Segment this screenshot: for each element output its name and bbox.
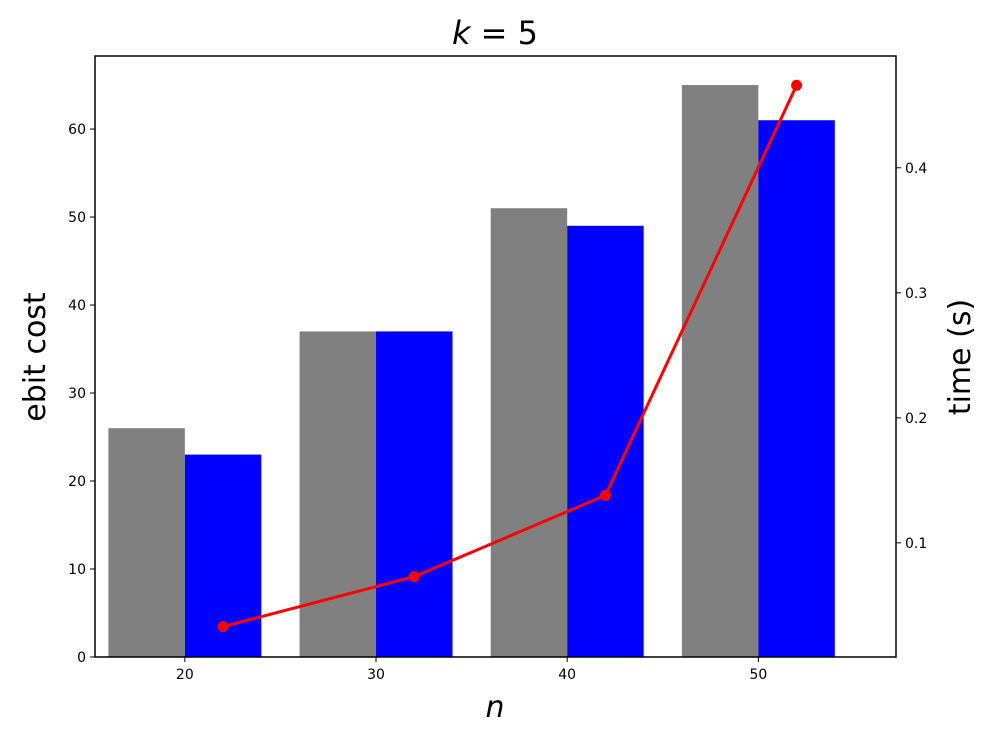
ticks-layer: 20 30 40 50 0 10 20 30 40 50 60 0.1 0.2 0.3 0.4 [68, 122, 927, 683]
title-value: 5 [518, 14, 538, 52]
plot-frame [94, 55, 897, 658]
y-left-tick-label-50: 50 [68, 210, 86, 226]
x-tick-label-20: 20 [176, 667, 194, 683]
y-left-tick-label-40: 40 [68, 298, 86, 314]
y-left-tick-label-30: 30 [68, 386, 86, 402]
y-left-tick-label-0: 0 [77, 650, 86, 666]
time-point-4 [791, 79, 803, 91]
y-axis-label-right: time (s) [943, 299, 978, 415]
y-left-tick-label-20: 20 [68, 474, 86, 490]
line-layer [217, 79, 803, 633]
title-equals: = [471, 14, 518, 52]
x-tick-label-50: 50 [749, 667, 767, 683]
time-point-1 [217, 621, 229, 633]
bars-layer [108, 85, 835, 658]
y-right-tick-label-0.2: 0.2 [905, 411, 927, 427]
bar-series-1-40 [490, 208, 568, 658]
y-right-tick-label-0.4: 0.4 [905, 161, 927, 177]
x-axis-label: n [485, 690, 504, 725]
x-tick-label-30: 30 [367, 667, 385, 683]
bar-series-2-30 [376, 331, 453, 657]
x-tick-label-40: 40 [558, 667, 576, 683]
time-line [222, 84, 798, 629]
bar-series-1-30 [299, 331, 377, 657]
y-axis-label-left: ebit cost [18, 292, 53, 422]
y-right-tick-label-0.3: 0.3 [905, 286, 927, 302]
chart-title: k = 5 [452, 14, 538, 52]
y-left-tick-label-60: 60 [68, 122, 86, 138]
y-right-tick-label-0.1: 0.1 [905, 536, 927, 552]
bar-series-1-20 [108, 428, 185, 657]
time-point-3 [599, 489, 611, 501]
y-left-tick-label-10: 10 [68, 562, 86, 578]
bar-series-1-50 [681, 85, 759, 657]
bar-series-2-50 [758, 120, 835, 658]
title-variable: k [452, 14, 472, 52]
time-point-2 [408, 571, 420, 583]
